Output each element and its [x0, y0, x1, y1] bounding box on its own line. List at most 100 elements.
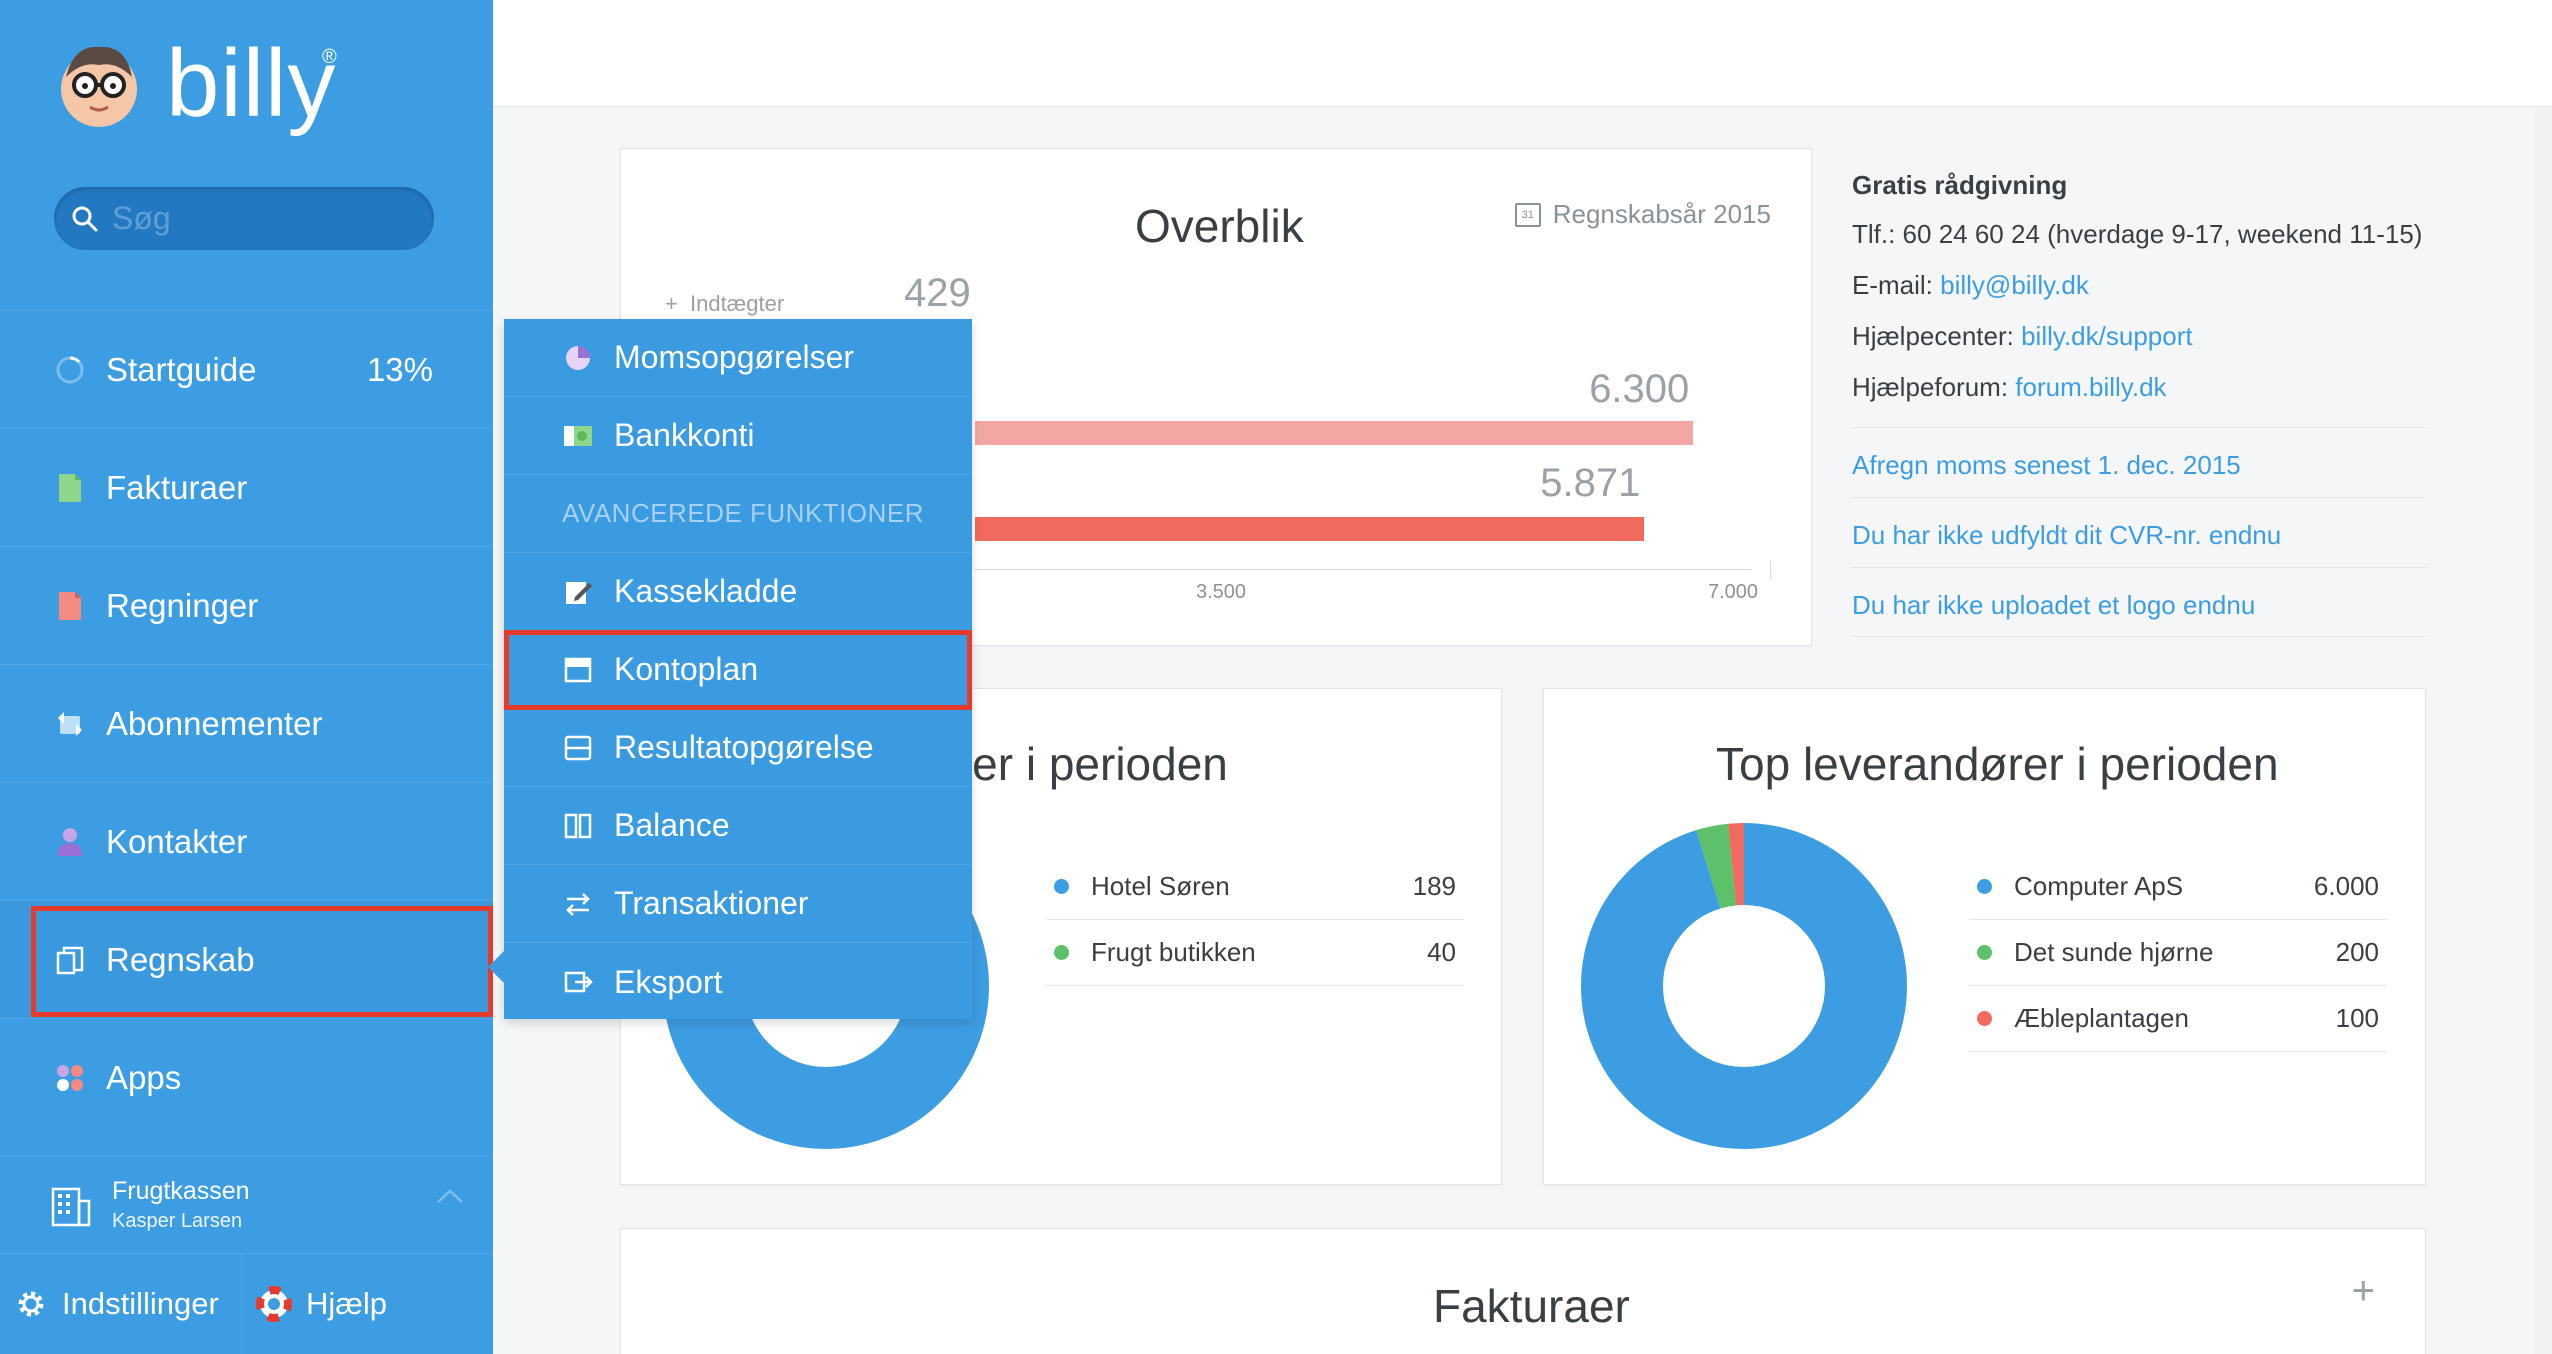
supplier-row[interactable]: Det sunde hjørne 200	[1969, 920, 2387, 986]
forum-label: Hjælpeforum:	[1852, 372, 2009, 402]
logo-text: billy	[166, 30, 337, 137]
sidebar-item-regninger[interactable]: Regninger	[0, 546, 493, 664]
lifebuoy-icon	[256, 1286, 292, 1322]
notice-vat-deadline[interactable]: Afregn moms senest 1. dec. 2015	[1852, 427, 2427, 497]
menu-item-momsopgorelser[interactable]: Momsopgørelser	[504, 319, 972, 397]
export-icon	[562, 966, 594, 998]
sidebar-item-kontakter[interactable]: Kontakter	[0, 782, 493, 900]
income-label[interactable]: + Indtægter	[665, 291, 784, 317]
menu-item-resultatopgorelse[interactable]: Resultatopgørelse	[504, 709, 972, 787]
invoices-title: Fakturaer	[1433, 1280, 1630, 1332]
overview-title: Overblik	[1135, 200, 1304, 252]
add-invoice-button[interactable]: +	[2351, 1269, 2375, 1313]
supplier-name: Computer ApS	[2014, 871, 2184, 901]
notice-missing-cvr[interactable]: Du har ikke udfyldt dit CVR-nr. endnu	[1852, 497, 2427, 567]
menu-item-kontoplan[interactable]: Kontoplan	[504, 631, 972, 709]
support-forum-row: Hjælpeforum: forum.billy.dk	[1852, 372, 2427, 403]
accounting-icon	[54, 944, 86, 976]
sidebar-item-apps[interactable]: Apps	[0, 1018, 493, 1136]
customer-value: 40	[1427, 937, 1456, 967]
supplier-row[interactable]: Æbleplantagen 100	[1969, 986, 2387, 1052]
bill-icon	[54, 590, 86, 622]
menu-item-label: Kassekladde	[614, 573, 798, 609]
company-user: Kasper Larsen	[112, 1210, 243, 1232]
support-helpcenter-row: Hjælpecenter: billy.dk/support	[1852, 321, 2427, 352]
supplier-value: 200	[2335, 937, 2379, 967]
progress-ring-icon	[54, 354, 86, 386]
customer-row[interactable]: Frugt butikken 40	[1046, 920, 1464, 986]
sidebar-item-label: Abonnementer	[106, 704, 323, 742]
menu-item-label: Kontoplan	[614, 651, 759, 687]
menu-item-label: Momsopgørelser	[614, 339, 855, 375]
menu-item-balance[interactable]: Balance	[504, 787, 972, 865]
legend-dot	[1054, 945, 1069, 960]
invoice-icon	[54, 472, 86, 504]
fiscal-year-label: Regnskabsår 2015	[1552, 199, 1771, 229]
sidebar-item-regnskab[interactable]: Regnskab	[0, 900, 493, 1018]
logo[interactable]: billy ®	[54, 30, 337, 137]
sidebar-item-fakturaer[interactable]: Fakturaer	[0, 428, 493, 546]
transfer-arrows-icon	[562, 888, 594, 920]
bar1-value: 6.300	[1589, 367, 1690, 411]
help-button[interactable]: Hjælp	[242, 1254, 387, 1354]
top-bar	[493, 0, 2552, 107]
chevron-up-icon[interactable]	[435, 1187, 465, 1205]
search-box[interactable]	[54, 187, 434, 250]
settings-button[interactable]: Indstillinger	[0, 1254, 242, 1354]
customer-name: Frugt butikken	[1091, 937, 1256, 967]
email-label: E-mail:	[1852, 270, 1933, 300]
forum-link[interactable]: forum.billy.dk	[2015, 372, 2167, 402]
supplier-value: 6.000	[2313, 871, 2379, 901]
startguide-progress: 13%	[366, 350, 433, 388]
top-customers-title: nder i perioden	[921, 738, 1228, 790]
sidebar-bottom-bar: Indstillinger Hjælp	[0, 1253, 493, 1354]
billy-mascot-icon	[61, 46, 137, 127]
customer-value: 189	[1412, 871, 1456, 901]
support-phone: Tlf.: 60 24 60 24 (hverdage 9-17, weeken…	[1852, 219, 2423, 249]
income-statement-icon	[562, 732, 594, 764]
menu-item-label: Eksport	[614, 963, 723, 1000]
menu-item-label: Transaktioner	[614, 885, 809, 921]
search-input[interactable]	[112, 200, 412, 237]
menu-item-transaktioner[interactable]: Transaktioner	[504, 865, 972, 943]
bar2-value: 5.871	[1540, 461, 1641, 505]
fiscal-year-selector[interactable]: 31 Regnskabsår 2015	[1514, 199, 1771, 230]
legend-dot	[1977, 945, 1992, 960]
calendar-icon: 31	[1514, 202, 1541, 227]
menu-item-label: Bankkonti	[614, 417, 755, 453]
supplier-value: 100	[2335, 1003, 2379, 1033]
income-plus-icon: +	[665, 291, 678, 316]
menu-item-kassekladde[interactable]: Kassekladde	[504, 553, 972, 631]
support-email-row: E-mail: billy@billy.dk	[1852, 270, 2427, 301]
registered-mark: ®	[322, 46, 337, 68]
income-value: 429	[904, 271, 971, 315]
menu-item-eksport[interactable]: Eksport	[504, 943, 972, 1021]
supplier-name: Æbleplantagen	[2014, 1003, 2189, 1033]
sidebar-item-startguide[interactable]: Startguide 13%	[0, 310, 493, 428]
settings-label: Indstillinger	[62, 1286, 219, 1321]
supplier-name: Det sunde hjørne	[2014, 937, 2214, 967]
legend-dot	[1977, 1011, 1992, 1026]
axis-tick-label: 7.000	[1708, 581, 1759, 603]
helpcenter-label: Hjælpecenter:	[1852, 321, 2014, 351]
legend-dot	[1054, 879, 1069, 894]
apps-icon	[54, 1062, 86, 1094]
edit-journal-icon	[562, 576, 594, 608]
gear-icon	[18, 1291, 44, 1317]
axis-tick-label: 3.500	[1196, 581, 1247, 603]
helpcenter-link[interactable]: billy.dk/support	[2021, 321, 2193, 351]
subscription-icon	[54, 708, 86, 740]
support-heading: Gratis rådgivning	[1852, 170, 2068, 200]
legend-dot	[1977, 879, 1992, 894]
company-switcher[interactable]: Frugtkassen Kasper Larsen	[0, 1156, 493, 1253]
sidebar-item-abonnementer[interactable]: Abonnementer	[0, 664, 493, 782]
supplier-row[interactable]: Computer ApS 6.000	[1969, 854, 2387, 920]
scrollbar[interactable]	[2534, 108, 2552, 1354]
regnskab-submenu: Momsopgørelser Bankkonti AVANCEREDE FUNK…	[488, 319, 972, 1021]
sidebar-item-label: Regninger	[106, 586, 259, 624]
notice-missing-logo[interactable]: Du har ikke uploadet et logo endnu	[1852, 567, 2427, 637]
email-link[interactable]: billy@billy.dk	[1940, 270, 2089, 300]
customer-row[interactable]: Hotel Søren 189	[1046, 854, 1464, 920]
chart-bar-2	[975, 517, 1645, 541]
menu-item-bankkonti[interactable]: Bankkonti	[504, 397, 972, 475]
